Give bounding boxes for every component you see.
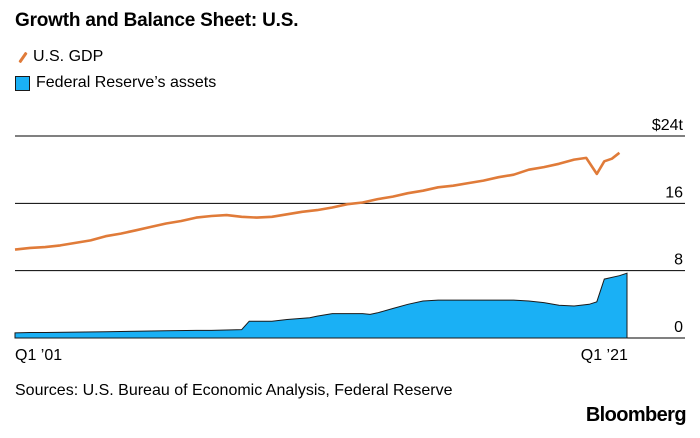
x-axis-labels: Q1 ’01 Q1 ’21	[15, 347, 628, 364]
source-note: Sources: U.S. Bureau of Economic Analysi…	[15, 382, 453, 399]
bloomberg-logo: Bloomberg	[585, 404, 687, 426]
legend-label-gdp: U.S. GDP	[33, 48, 104, 65]
chart-title: Growth and Balance Sheet: U.S.	[15, 10, 299, 31]
y-tick-label-8: 8	[674, 252, 683, 269]
fed-assets-area	[14, 272, 628, 339]
legend-item-gdp: U.S. GDP	[15, 48, 103, 66]
fed-assets-area-layer	[14, 272, 628, 339]
legend-area-swatch-icon	[15, 75, 30, 91]
gdp-line-layer	[14, 151, 621, 251]
gdp-line	[14, 151, 621, 251]
y-tick-label-16: 16	[665, 184, 683, 201]
legend-label-fed-assets: Federal Reserve’s assets	[36, 74, 217, 91]
y-tick-label-24: $24t	[652, 117, 684, 134]
legend-item-fed-assets: Federal Reserve’s assets	[15, 74, 216, 92]
y-tick-label-0: 0	[674, 319, 683, 336]
y-axis-labels: 0 8 16 $24t	[652, 117, 684, 336]
x-tick-label-start: Q1 ’01	[15, 347, 62, 364]
x-tick-label-end: Q1 ’21	[581, 347, 628, 364]
